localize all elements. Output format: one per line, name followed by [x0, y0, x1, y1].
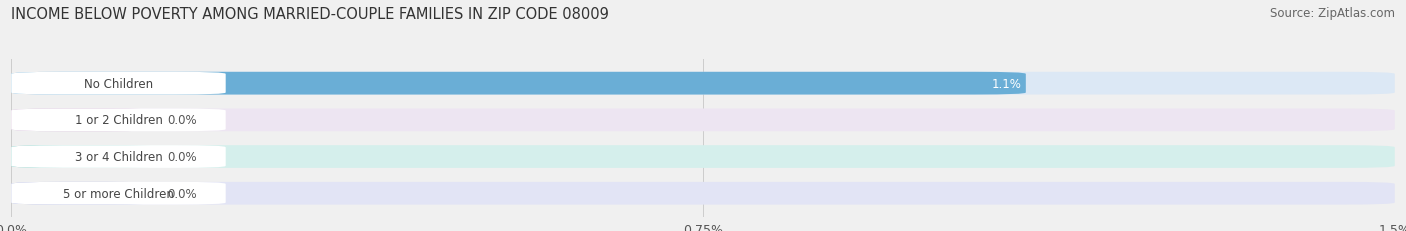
FancyBboxPatch shape [11, 73, 1395, 95]
FancyBboxPatch shape [11, 182, 226, 205]
FancyBboxPatch shape [11, 182, 156, 205]
FancyBboxPatch shape [11, 73, 226, 95]
FancyBboxPatch shape [11, 109, 226, 132]
FancyBboxPatch shape [11, 109, 156, 132]
Text: 0.0%: 0.0% [167, 150, 197, 163]
Text: 3 or 4 Children: 3 or 4 Children [75, 150, 162, 163]
Text: No Children: No Children [84, 77, 153, 90]
Text: 0.0%: 0.0% [167, 114, 197, 127]
Text: Source: ZipAtlas.com: Source: ZipAtlas.com [1270, 7, 1395, 20]
Text: 0.0%: 0.0% [167, 187, 197, 200]
FancyBboxPatch shape [11, 109, 1395, 132]
FancyBboxPatch shape [11, 146, 226, 168]
Text: 1 or 2 Children: 1 or 2 Children [75, 114, 163, 127]
FancyBboxPatch shape [11, 146, 1395, 168]
Text: INCOME BELOW POVERTY AMONG MARRIED-COUPLE FAMILIES IN ZIP CODE 08009: INCOME BELOW POVERTY AMONG MARRIED-COUPL… [11, 7, 609, 22]
Text: 5 or more Children: 5 or more Children [63, 187, 174, 200]
Text: 1.1%: 1.1% [991, 77, 1021, 90]
FancyBboxPatch shape [11, 182, 1395, 205]
FancyBboxPatch shape [11, 73, 1026, 95]
FancyBboxPatch shape [11, 146, 156, 168]
